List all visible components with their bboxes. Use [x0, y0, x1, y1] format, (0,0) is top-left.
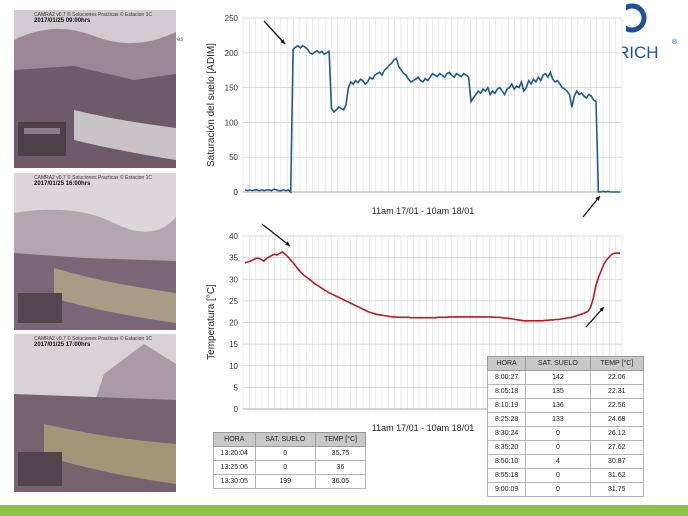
temp-ytick-label: 5 — [234, 383, 239, 392]
cell: 13:25:06 — [213, 460, 256, 475]
temp-ytick-label: 40 — [229, 232, 238, 241]
cell: 30.87 — [589, 454, 645, 469]
cell: 13:30:05 — [213, 474, 256, 489]
table-row: 8:25:28 133 24.68 — [486, 412, 645, 427]
cell: 22.56 — [589, 398, 645, 413]
temp-y-label: Temperatura [°C] — [206, 284, 217, 360]
temp-ytick-label: 10 — [229, 362, 238, 371]
cell: 22.06 — [589, 370, 645, 385]
soil-ytick-label: 150 — [225, 84, 239, 93]
cell: 26.12 — [589, 426, 645, 441]
temp-ytick-label: 15 — [229, 340, 238, 349]
cell: 135 — [525, 384, 591, 399]
table-row: 8:35:20 0 27.62 — [486, 440, 645, 455]
soil-ytick-label: 200 — [225, 49, 239, 58]
cell: 8:55:18 — [486, 468, 527, 483]
cell: 136 — [525, 398, 591, 413]
col-header: SAT. SUELO — [254, 432, 316, 447]
cell: 0 — [254, 446, 316, 461]
cell: 9:00:09 — [486, 482, 527, 497]
cell: 35.75 — [314, 446, 367, 461]
temp-ytick-label: 30 — [229, 275, 238, 284]
soil-x-label: 11am 17/01 - 10am 18/01 — [372, 206, 474, 216]
soil-ytick-label: 0 — [234, 188, 239, 197]
soil-y-label: Saturación del suelo [ADIM] — [206, 43, 217, 167]
soil-series-line — [244, 44, 620, 194]
soil-ytick-label: 250 — [225, 14, 239, 23]
col-header: SAT. SUELO — [525, 356, 591, 371]
cell: 4 — [525, 454, 591, 469]
temp-ytick-label: 35 — [229, 254, 238, 263]
table-row: 8:50:10 4 30.87 — [486, 454, 645, 469]
cell: 0 — [525, 468, 591, 483]
table-row: 8:10:19 136 22.56 — [486, 398, 645, 413]
cell: 0 — [254, 460, 316, 475]
col-header: HORA — [213, 432, 256, 447]
bottom-bar — [0, 505, 688, 516]
soil-arrow-line — [263, 20, 286, 45]
cell: 8:50:10 — [486, 454, 527, 469]
col-header: HORA — [486, 356, 527, 371]
cell: 36.05 — [314, 474, 367, 489]
soil-arrow-line — [582, 195, 601, 218]
temp-arrow-head — [285, 241, 290, 246]
cell: 0 — [525, 440, 591, 455]
cell: 133 — [525, 412, 591, 427]
cell: 0 — [525, 426, 591, 441]
logo-mark: ® — [672, 38, 678, 46]
cell: 24.68 — [589, 412, 645, 427]
logo-text: RICH — [617, 43, 659, 62]
cell: 8:35:20 — [486, 440, 527, 455]
photo-2-stamp: CAMRA2 v0.7 © Soluciones Practicas © Est… — [34, 175, 152, 187]
cell: 8:05:18 — [486, 384, 527, 399]
col-header: TEMP [°C] — [589, 356, 645, 371]
cell: 8:10:19 — [486, 398, 527, 413]
cell: 31.75 — [589, 482, 645, 497]
table-row: 13:30:05 199 36.05 — [213, 474, 367, 489]
cell: 142 — [525, 370, 591, 385]
cell: 13:20:04 — [213, 446, 256, 461]
table-row: 9:00:09 0 31.75 — [486, 482, 645, 497]
cell: 8:25:28 — [486, 412, 527, 427]
soil-arrow-head — [280, 39, 285, 44]
table-row: 8:05:18 135 22.31 — [486, 384, 645, 399]
soil-arrow-head — [595, 196, 600, 201]
table-row: 13:25:06 0 36 — [213, 460, 367, 475]
col-header: TEMP [°C] — [314, 432, 367, 447]
temp-ytick-label: 0 — [234, 405, 239, 414]
temp-ytick-label: 25 — [229, 297, 238, 306]
temp-arrow-line — [261, 223, 291, 247]
temp-ytick-label: 20 — [229, 319, 238, 328]
cell: 8:00:27 — [486, 370, 527, 385]
photo-1-stamp: CAMRA2 v0.7 © Soluciones Practicas © Est… — [34, 12, 152, 24]
photo-3-stamp: CAMRA2 v0.7 © Soluciones Practicas © Est… — [34, 336, 152, 348]
cell: 0 — [525, 482, 591, 497]
table-afternoon: HORA SAT. SUELO TEMP [°C] 13:20:04 0 35.75… — [213, 432, 367, 489]
soil-ytick-label: 100 — [225, 118, 239, 127]
table-morning: HORA SAT. SUELO TEMP [°C] 8:00:27 142 22.0… — [486, 356, 645, 497]
side-label: es — [177, 37, 184, 43]
cell: 8:30:24 — [486, 426, 527, 441]
camera-photo-3 — [14, 334, 176, 492]
cell: 199 — [254, 474, 316, 489]
cell: 36 — [314, 460, 367, 475]
soil-ytick-label: 50 — [229, 153, 238, 162]
table-row: 8:00:27 142 22.06 — [486, 370, 645, 385]
cell: 27.62 — [589, 440, 645, 455]
cell: 22.31 — [589, 384, 645, 399]
table-row: 13:20:04 0 35.75 — [213, 446, 367, 461]
camera-photo-1 — [14, 10, 176, 168]
temp-series-line — [244, 251, 621, 322]
table-row: 8:55:18 0 31.62 — [486, 468, 645, 483]
table-row: 8:30:24 0 26.12 — [486, 426, 645, 441]
temp-x-label: 11am 17/01 - 10am 18/01 — [372, 423, 474, 433]
camera-photo-2 — [14, 173, 176, 330]
temp-arrow-head — [599, 307, 604, 312]
cell: 31.62 — [589, 468, 645, 483]
